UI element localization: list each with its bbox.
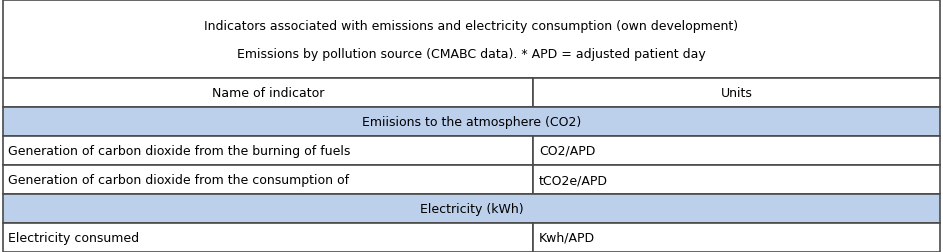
Bar [3, 137, 533, 165]
Bar [3, 108, 940, 137]
Text: Electricity (kWh): Electricity (kWh) [420, 202, 523, 215]
Text: Electricity consumed: Electricity consumed [8, 231, 140, 244]
Bar [3, 165, 533, 194]
Text: Generation of carbon dioxide from the burning of fuels: Generation of carbon dioxide from the bu… [8, 144, 351, 158]
Text: Generation of carbon dioxide from the consumption of: Generation of carbon dioxide from the co… [8, 173, 349, 186]
Text: Kwh/APD: Kwh/APD [539, 231, 595, 244]
Text: Emissions by pollution source (CMABC data). * APD = adjusted patient day: Emissions by pollution source (CMABC dat… [237, 47, 706, 60]
Bar [533, 165, 940, 194]
Text: Indicators associated with emissions and electricity consumption (own developmen: Indicators associated with emissions and… [205, 20, 738, 33]
Text: CO2/APD: CO2/APD [539, 144, 595, 158]
Bar [3, 79, 533, 108]
Text: Emiisions to the atmosphere (CO2): Emiisions to the atmosphere (CO2) [362, 115, 581, 129]
Bar [3, 194, 940, 223]
Text: tCO2e/APD: tCO2e/APD [539, 173, 608, 186]
Bar [3, 223, 533, 252]
Bar [533, 223, 940, 252]
Text: Units: Units [720, 87, 753, 100]
Bar [533, 79, 940, 108]
Text: Name of indicator: Name of indicator [212, 87, 324, 100]
Bar [3, 1, 940, 79]
Bar [533, 137, 940, 165]
